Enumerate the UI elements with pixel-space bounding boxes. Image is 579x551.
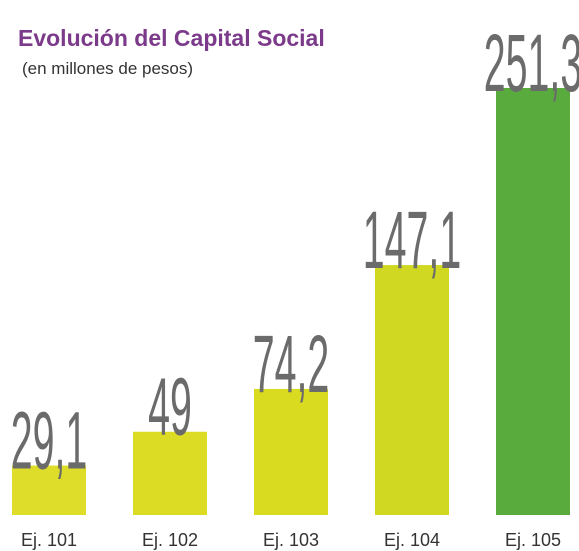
value-label: 74,2 [253,318,330,410]
x-tick-label: Ej. 103 [263,530,319,550]
bar [133,431,207,515]
value-label: 49 [148,361,192,453]
value-label: 147,1 [363,194,461,286]
chart-subtitle: (en millones de pesos) [22,59,193,78]
x-tick-label: Ej. 101 [21,530,77,550]
x-tick-label: Ej. 105 [505,530,561,550]
bar [496,88,570,515]
value-label: 29,1 [11,395,88,487]
bar [254,388,328,515]
bar [12,465,86,515]
x-tick-label: Ej. 102 [142,530,198,550]
value-label: 251,3 [484,17,579,109]
bar [375,265,449,515]
x-tick-label: Ej. 104 [384,530,440,550]
chart-title: Evolución del Capital Social [18,25,325,51]
